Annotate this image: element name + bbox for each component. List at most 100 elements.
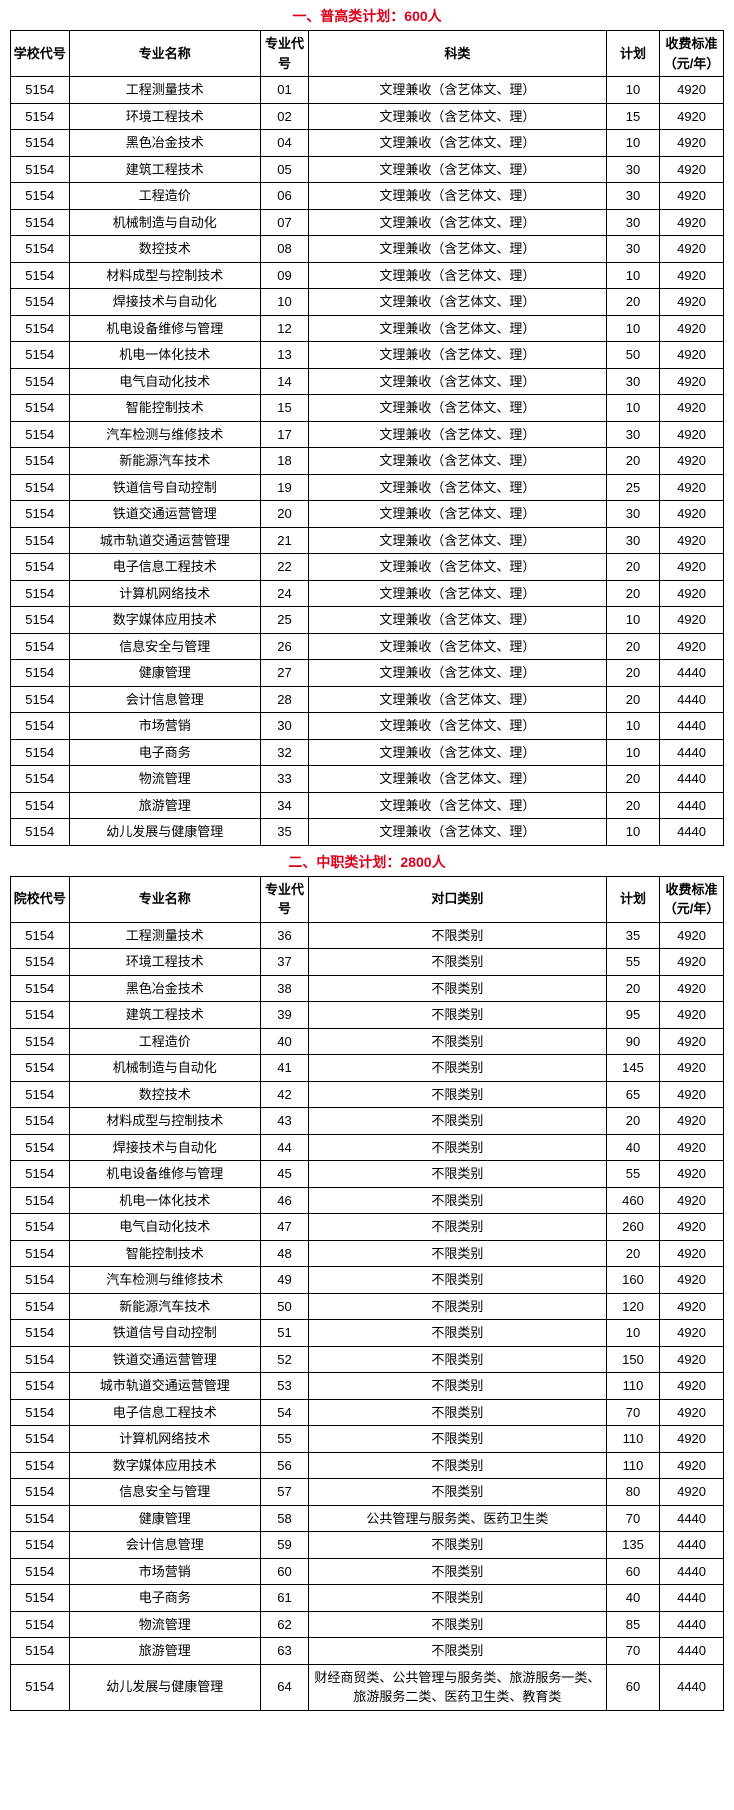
cell-fee: 4440 (660, 1532, 724, 1559)
cell-fee: 4920 (660, 1373, 724, 1400)
table-row: 5154焊接技术与自动化10文理兼收（含艺体文、理）204920 (11, 289, 724, 316)
cell-code: 5154 (11, 1002, 70, 1029)
cell-mcode: 34 (261, 792, 309, 819)
cell-fee: 4920 (660, 1399, 724, 1426)
cell-plan: 110 (606, 1452, 659, 1479)
cell-fee: 4920 (660, 262, 724, 289)
header-plan: 计划 (606, 876, 659, 922)
table-row: 5154数字媒体应用技术25文理兼收（含艺体文、理）104920 (11, 607, 724, 634)
cell-mcode: 64 (261, 1664, 309, 1710)
table-row: 5154机械制造与自动化07文理兼收（含艺体文、理）304920 (11, 209, 724, 236)
table-row: 5154信息安全与管理26文理兼收（含艺体文、理）204920 (11, 633, 724, 660)
cell-major: 机电设备维修与管理 (69, 315, 261, 342)
cell-major: 数控技术 (69, 1081, 261, 1108)
cell-cat: 文理兼收（含艺体文、理） (308, 77, 606, 104)
cell-fee: 4920 (660, 103, 724, 130)
cell-fee: 4920 (660, 1320, 724, 1347)
cell-cat: 不限类别 (308, 1161, 606, 1188)
cell-mcode: 36 (261, 922, 309, 949)
cell-fee: 4920 (660, 922, 724, 949)
table-row: 5154信息安全与管理57不限类别804920 (11, 1479, 724, 1506)
cell-code: 5154 (11, 1373, 70, 1400)
cell-code: 5154 (11, 315, 70, 342)
cell-plan: 65 (606, 1081, 659, 1108)
cell-major: 工程造价 (69, 1028, 261, 1055)
cell-cat: 文理兼收（含艺体文、理） (308, 501, 606, 528)
cell-fee: 4440 (660, 713, 724, 740)
cell-cat: 不限类别 (308, 1293, 606, 1320)
cell-major: 铁道交通运营管理 (69, 1346, 261, 1373)
cell-fee: 4920 (660, 130, 724, 157)
cell-code: 5154 (11, 236, 70, 263)
cell-cat: 文理兼收（含艺体文、理） (308, 580, 606, 607)
cell-mcode: 48 (261, 1240, 309, 1267)
cell-major: 焊接技术与自动化 (69, 289, 261, 316)
cell-cat: 文理兼收（含艺体文、理） (308, 395, 606, 422)
header-fee: 收费标准（元/年） (660, 876, 724, 922)
table-header-row: 学校代号 专业名称 专业代号 科类 计划 收费标准（元/年） (11, 31, 724, 77)
cell-major: 健康管理 (69, 1505, 261, 1532)
cell-major: 电气自动化技术 (69, 1214, 261, 1241)
cell-cat: 文理兼收（含艺体文、理） (308, 236, 606, 263)
cell-cat: 不限类别 (308, 1585, 606, 1612)
header-major-name: 专业名称 (69, 876, 261, 922)
header-fee: 收费标准（元/年） (660, 31, 724, 77)
cell-code: 5154 (11, 1505, 70, 1532)
cell-plan: 20 (606, 633, 659, 660)
cell-major: 铁道交通运营管理 (69, 501, 261, 528)
cell-cat: 文理兼收（含艺体文、理） (308, 183, 606, 210)
cell-cat: 文理兼收（含艺体文、理） (308, 156, 606, 183)
cell-mcode: 54 (261, 1399, 309, 1426)
cell-plan: 10 (606, 395, 659, 422)
table-row: 5154城市轨道交通运营管理53不限类别1104920 (11, 1373, 724, 1400)
cell-cat: 文理兼收（含艺体文、理） (308, 686, 606, 713)
cell-fee: 4920 (660, 554, 724, 581)
cell-cat: 不限类别 (308, 1134, 606, 1161)
table-header-row: 院校代号 专业名称 专业代号 对口类别 计划 收费标准（元/年） (11, 876, 724, 922)
cell-mcode: 57 (261, 1479, 309, 1506)
cell-major: 城市轨道交通运营管理 (69, 527, 261, 554)
table-row: 5154数控技术42不限类别654920 (11, 1081, 724, 1108)
cell-plan: 110 (606, 1373, 659, 1400)
cell-mcode: 04 (261, 130, 309, 157)
cell-code: 5154 (11, 183, 70, 210)
cell-major: 城市轨道交通运营管理 (69, 1373, 261, 1400)
cell-code: 5154 (11, 1479, 70, 1506)
table-row: 5154焊接技术与自动化44不限类别404920 (11, 1134, 724, 1161)
header-school-code: 院校代号 (11, 876, 70, 922)
cell-plan: 120 (606, 1293, 659, 1320)
table-row: 5154电子信息工程技术22文理兼收（含艺体文、理）204920 (11, 554, 724, 581)
cell-code: 5154 (11, 1134, 70, 1161)
table-row: 5154环境工程技术37不限类别554920 (11, 949, 724, 976)
cell-fee: 4440 (660, 1664, 724, 1710)
cell-plan: 160 (606, 1267, 659, 1294)
cell-mcode: 46 (261, 1187, 309, 1214)
cell-fee: 4920 (660, 1081, 724, 1108)
cell-major: 旅游管理 (69, 792, 261, 819)
cell-plan: 60 (606, 1558, 659, 1585)
section1-table: 学校代号 专业名称 专业代号 科类 计划 收费标准（元/年） 5154工程测量技… (10, 30, 724, 846)
cell-fee: 4920 (660, 156, 724, 183)
cell-mcode: 14 (261, 368, 309, 395)
cell-code: 5154 (11, 1028, 70, 1055)
cell-plan: 30 (606, 236, 659, 263)
cell-major: 机电设备维修与管理 (69, 1161, 261, 1188)
cell-code: 5154 (11, 1108, 70, 1135)
cell-major: 电子信息工程技术 (69, 1399, 261, 1426)
cell-mcode: 53 (261, 1373, 309, 1400)
cell-cat: 文理兼收（含艺体文、理） (308, 554, 606, 581)
cell-cat: 不限类别 (308, 1320, 606, 1347)
table-row: 5154机电设备维修与管理45不限类别554920 (11, 1161, 724, 1188)
cell-plan: 55 (606, 1161, 659, 1188)
cell-fee: 4920 (660, 342, 724, 369)
cell-plan: 10 (606, 130, 659, 157)
cell-cat: 不限类别 (308, 975, 606, 1002)
cell-cat: 不限类别 (308, 1028, 606, 1055)
header-plan: 计划 (606, 31, 659, 77)
cell-plan: 80 (606, 1479, 659, 1506)
cell-mcode: 33 (261, 766, 309, 793)
cell-fee: 4920 (660, 1479, 724, 1506)
cell-fee: 4920 (660, 607, 724, 634)
cell-mcode: 62 (261, 1611, 309, 1638)
cell-fee: 4920 (660, 1240, 724, 1267)
